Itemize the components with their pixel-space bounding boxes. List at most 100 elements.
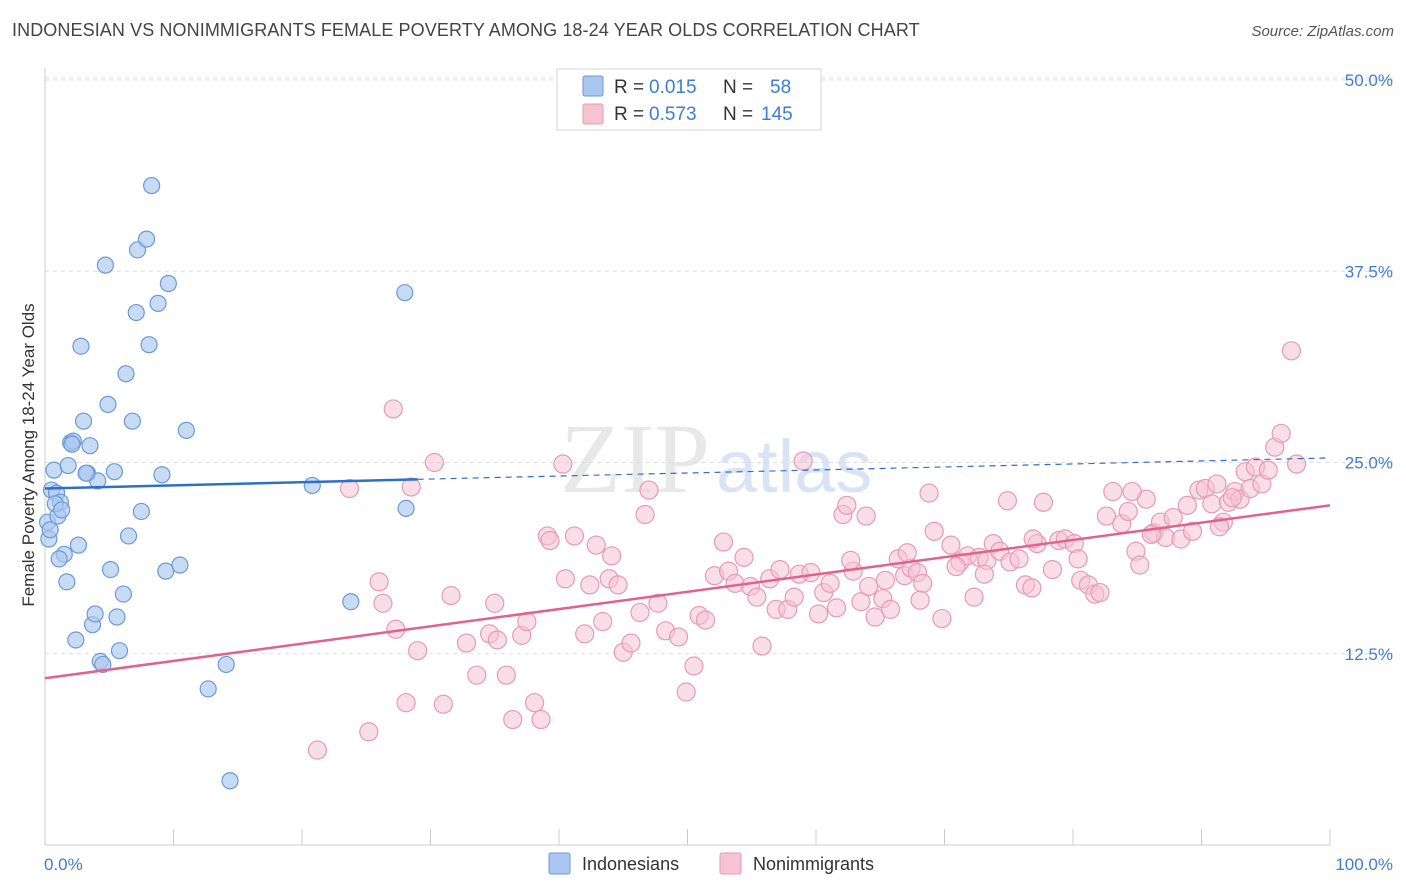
legend-n-label-1: N =	[723, 77, 753, 98]
chart-title: INDONESIAN VS NONIMMIGRANTS FEMALE POVER…	[12, 20, 920, 40]
nonimmigrants-point-105	[1090, 582, 1110, 603]
nonimmigrants-point-63	[801, 563, 821, 583]
nonimmigrants-point-30	[580, 575, 600, 595]
watermark-zip: ZIP	[560, 403, 710, 514]
indonesians-point-42	[159, 274, 177, 293]
indonesians-point-32	[123, 412, 141, 430]
x-tick-label-min: 0.0%	[44, 855, 83, 874]
nonimmigrants-point-134	[1271, 423, 1291, 444]
nonimmigrants-point-72	[859, 576, 879, 597]
nonimmigrants-point-132	[1258, 460, 1278, 480]
indonesians-trend-extension	[417, 457, 1331, 480]
nonimmigrants-point-58	[770, 559, 790, 580]
chart-source: Source: ZipAtlas.com	[1251, 23, 1394, 40]
nonimmigrants-point-25	[540, 530, 560, 551]
nonimmigrants-point-39	[635, 504, 655, 525]
nonimmigrants-point-54	[747, 587, 767, 607]
nonimmigrants-point-0	[307, 740, 328, 760]
indonesians-point-24	[99, 395, 117, 413]
indonesians-point-27	[108, 608, 126, 626]
indonesians-point-25	[101, 560, 120, 579]
nonimmigrants-point-69	[837, 495, 857, 515]
nonimmigrants-point-7	[396, 693, 416, 713]
bottom-legend-label-indonesians: Indonesians	[582, 854, 679, 874]
bottom-legend-swatch-nonimmigrants	[719, 852, 742, 875]
indonesians-point-30	[117, 365, 135, 383]
indonesians-point-55	[50, 550, 68, 568]
nonimmigrants-point-84	[941, 535, 961, 555]
nonimmigrants-point-41	[648, 593, 668, 613]
indonesians-point-36	[137, 230, 156, 248]
indonesians-point-33	[127, 303, 145, 322]
nonimmigrants-point-107	[1103, 481, 1123, 502]
indonesians-point-57	[41, 521, 59, 539]
nonimmigrants-point-95	[1022, 578, 1042, 598]
nonimmigrants-point-119	[1182, 521, 1203, 541]
nonimmigrants-point-35	[608, 575, 628, 595]
y-tick-labels: 12.5% 25.0% 37.5% 50.0%	[1345, 71, 1393, 664]
nonimmigrants-point-60	[784, 587, 804, 607]
nonimmigrants-point-87	[964, 587, 984, 607]
nonimmigrants-point-138	[1068, 549, 1088, 569]
watermark-atlas: atlas	[716, 425, 872, 508]
trend-lines	[44, 457, 1331, 680]
nonimmigrants-point-34	[602, 546, 622, 566]
indonesians-point-22	[94, 655, 112, 674]
indonesians-point-37	[140, 336, 158, 354]
nonimmigrants-point-16	[485, 593, 505, 613]
nonimmigrants-point-83	[932, 608, 952, 629]
legend-n-value-2: 145	[761, 104, 793, 125]
nonimmigrants-point-38	[630, 602, 650, 623]
nonimmigrants-point-143	[910, 590, 930, 610]
nonimmigrants-point-22	[524, 693, 545, 713]
indonesians-point-45	[199, 680, 217, 698]
indonesians-point-19	[86, 605, 104, 623]
nonimmigrants-point-44	[676, 682, 696, 702]
nonimmigrants-point-62	[793, 451, 813, 471]
y-tick-label-1: 25.0%	[1345, 454, 1393, 473]
nonimmigrants-point-147	[841, 550, 861, 571]
indonesians-point-56	[77, 464, 95, 482]
legend-swatch-nonimmigrants	[582, 103, 604, 125]
x-tick-label-max: 100.0%	[1335, 855, 1393, 874]
legend-n-label-2: N =	[723, 104, 753, 125]
indonesians-point-14	[72, 337, 90, 355]
nonimmigrants-point-64	[808, 604, 829, 624]
bottom-legend-swatch-indonesians	[548, 852, 571, 875]
nonimmigrants-point-81	[919, 483, 939, 503]
nonimmigrants-point-29	[575, 624, 595, 644]
nonimmigrants-point-98	[1042, 559, 1063, 580]
nonimmigrants-point-9	[408, 641, 428, 661]
legend-swatch-indonesians	[582, 75, 604, 97]
y-tick-label-0: 12.5%	[1345, 645, 1393, 664]
nonimmigrants-point-67	[826, 598, 847, 618]
indonesians-point-46	[217, 655, 235, 674]
indonesians-point-28	[110, 642, 129, 660]
indonesians-point-48	[303, 476, 321, 495]
nonimmigrants-point-12	[441, 586, 461, 606]
indonesians-point-41	[157, 562, 175, 580]
indonesians-point-50	[396, 284, 414, 302]
nonimmigrants-point-106	[1096, 506, 1117, 526]
bottom-legend: Indonesians Nonimmigrants	[548, 852, 874, 875]
nonimmigrants-point-37	[621, 633, 641, 653]
nonimmigrants-point-11	[433, 694, 453, 714]
indonesians-point-23	[96, 256, 114, 274]
nonimmigrants-point-43	[668, 627, 689, 647]
nonimmigrants-point-5	[383, 399, 403, 419]
nonimmigrants-point-8	[401, 477, 421, 497]
indonesians-point-35	[132, 502, 150, 521]
legend-r-value-1: 0.015	[649, 77, 697, 98]
nonimmigrants-points	[307, 341, 1307, 760]
nonimmigrants-point-141	[974, 564, 994, 584]
nonimmigrants-point-49	[713, 532, 734, 552]
nonimmigrants-point-10	[424, 452, 444, 473]
nonimmigrants-point-32	[593, 612, 613, 632]
nonimmigrants-point-1	[339, 478, 360, 499]
nonimmigrants-point-118	[1177, 495, 1197, 515]
nonimmigrants-point-144	[897, 543, 917, 563]
indonesians-point-44	[177, 421, 195, 439]
nonimmigrants-point-140	[997, 491, 1018, 511]
indonesians-point-49	[342, 593, 360, 611]
nonimmigrants-point-47	[695, 610, 716, 630]
